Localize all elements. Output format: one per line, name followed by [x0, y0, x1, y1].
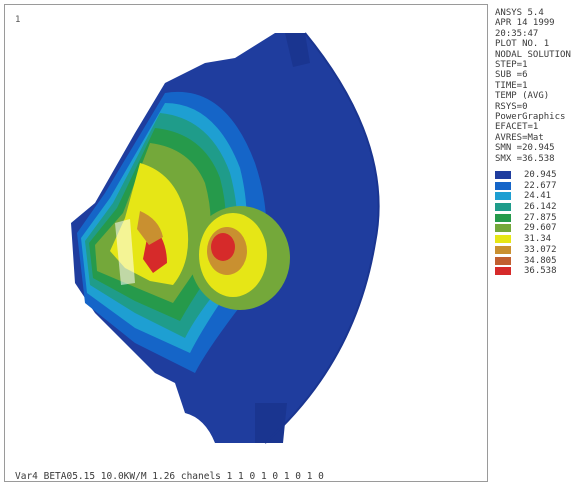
product-label: ANSYS 5.4	[495, 8, 544, 18]
legend-swatch	[495, 224, 511, 233]
legend-row: 22.677	[495, 181, 581, 192]
legend-swatch	[495, 213, 511, 222]
legend-swatch	[495, 235, 511, 244]
plot-footer: Var4 BETA05.15 10.0KW/M 1.26 chanels 1 1…	[15, 471, 324, 482]
legend-row: 36.538	[495, 266, 581, 277]
solution-label: NODAL SOLUTION	[495, 49, 571, 60]
legend-row: 31.34	[495, 234, 581, 245]
model-arc-edge	[264, 32, 380, 444]
legend-swatch	[495, 245, 511, 254]
legend-row: 27.875	[495, 213, 581, 224]
avres-label: AVRES=Mat	[495, 132, 544, 143]
legend-swatch	[495, 267, 511, 276]
legend-value: 27.875	[524, 212, 557, 223]
legend-row: 20.945	[495, 170, 581, 181]
date-label: APR 14 1999	[495, 18, 555, 29]
legend-value: 26.142	[524, 202, 557, 213]
legend-value: 20.945	[524, 170, 557, 180]
legend-row: 29.607	[495, 223, 581, 234]
time-label: 20:35:47	[495, 28, 539, 39]
model-notch-bottom	[255, 403, 287, 443]
legend-swatch	[495, 171, 511, 179]
legend-value: 22.677	[524, 180, 557, 191]
smx-label: SMX =36.538	[495, 153, 555, 164]
model-cutout	[115, 219, 135, 285]
contour-plot	[71, 32, 380, 444]
legend-row: 33.072	[495, 245, 581, 256]
sub-label: SUB =6	[495, 70, 528, 81]
rsys-label: RSYS=0	[495, 101, 528, 112]
legend-value: 36.538	[524, 266, 557, 277]
smn-label: SMN =20.945	[495, 143, 555, 154]
plot-no-label: PLOT NO. 1	[495, 39, 550, 50]
step-label: STEP=1	[495, 60, 528, 71]
contour-center-red	[211, 233, 235, 261]
legend-swatch	[495, 203, 511, 212]
contour-legend: 20.945 22.677 24.41 26.142 27.875 29.607 31.34…	[495, 170, 581, 277]
legend-value: 34.805	[524, 255, 557, 266]
legend-value: 29.607	[524, 223, 557, 234]
legend-swatch	[495, 256, 511, 265]
legend-value: 31.34	[524, 234, 552, 245]
model-notch-top	[285, 33, 310, 67]
legend-row: 26.142	[495, 202, 581, 213]
time-value-label: TIME=1	[495, 80, 528, 91]
legend-value: 33.072	[524, 244, 557, 255]
legend-value: 24.41	[524, 191, 552, 202]
window-number: 1	[15, 15, 21, 25]
plot-info-panel: ANSYS 5.4 APR 14 1999 20:35:47 PLOT NO. …	[495, 8, 581, 164]
contour-band-8-left	[137, 211, 163, 245]
efacet-label: EFACET=1	[495, 122, 539, 133]
legend-swatch	[495, 192, 511, 201]
graphics-window: 1 Var4 BETA05.15 10.0KW/M 1.26 chanels 1…	[4, 4, 488, 482]
temp-label: TEMP (AVG)	[495, 91, 550, 102]
legend-swatch	[495, 181, 511, 190]
legend-row: 34.805	[495, 256, 581, 267]
graphics-label: PowerGraphics	[495, 112, 566, 123]
legend-row: 24.41	[495, 191, 581, 202]
